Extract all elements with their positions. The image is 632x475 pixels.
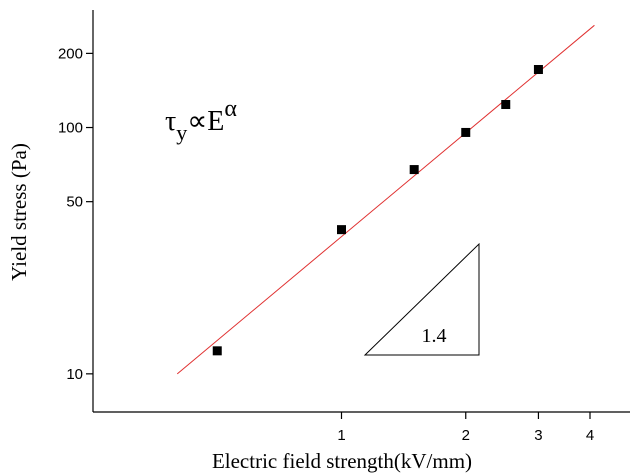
- fit-line: [176, 24, 595, 375]
- x-tick-label: 2: [462, 427, 470, 444]
- x-axis-label: Electric field strength(kV/mm): [212, 449, 472, 473]
- slope-label: 1.4: [422, 325, 447, 347]
- y-tick-label: 100: [58, 120, 83, 137]
- formula-base: τ: [165, 106, 176, 137]
- formula-sub: y: [176, 120, 187, 145]
- data-point: [337, 225, 347, 235]
- x-tick-label: 1: [337, 427, 345, 444]
- y-tick-label: 50: [66, 194, 83, 211]
- formula-sup: α: [224, 96, 237, 122]
- data-point: [501, 100, 511, 110]
- x-tick-label: 3: [534, 427, 542, 444]
- y-tick-label: 200: [58, 45, 83, 62]
- x-tick-label: 4: [586, 427, 594, 444]
- y-axis-label: Yield stress (Pa): [7, 143, 31, 281]
- data-point: [409, 165, 419, 175]
- formula-mid: ∝E: [187, 106, 224, 137]
- formula: τy∝Eα: [165, 96, 237, 145]
- data-point: [461, 127, 471, 137]
- slope-triangle: [363, 242, 480, 356]
- data-point: [533, 65, 543, 75]
- y-tick-label: 10: [66, 366, 83, 383]
- data-point: [212, 346, 222, 356]
